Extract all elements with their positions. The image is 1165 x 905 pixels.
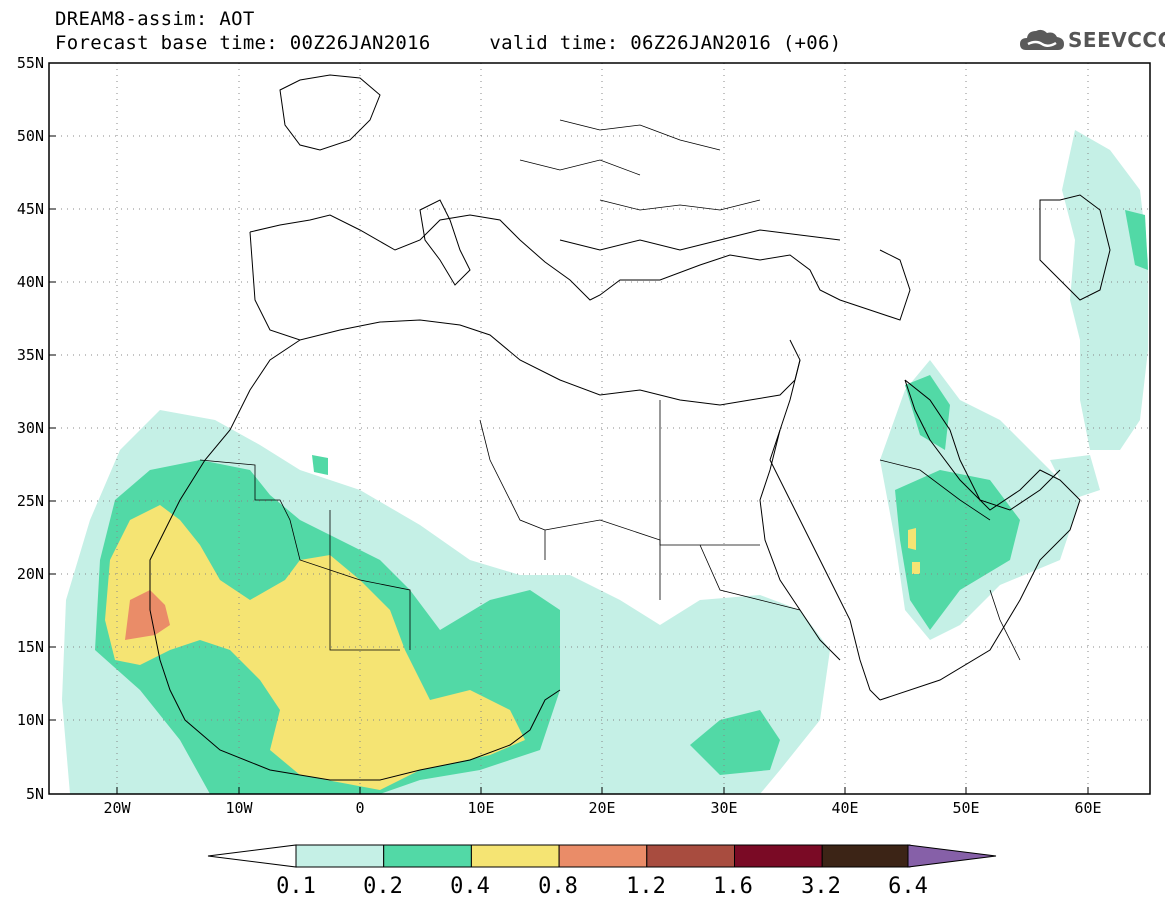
lat-label: 50N bbox=[17, 127, 44, 145]
colorbar-cell bbox=[295, 844, 385, 868]
lat-label: 55N bbox=[17, 54, 44, 72]
colorbar bbox=[207, 844, 997, 868]
tick-marks bbox=[49, 135, 1089, 794]
seevccc-logo: SEEVCCC bbox=[1018, 24, 1165, 56]
colorbar-tick-label: 1.6 bbox=[713, 874, 753, 899]
lon-label: 10E bbox=[467, 799, 494, 817]
colorbar-cell bbox=[558, 844, 648, 868]
colorbar-tick-label: 0.4 bbox=[450, 874, 490, 899]
colorbar-tick-label: 0.8 bbox=[538, 874, 578, 899]
colorbar-tick-label: 1.2 bbox=[626, 874, 666, 899]
colorbar-cells bbox=[295, 844, 911, 868]
colorbar-cell bbox=[383, 844, 472, 868]
lon-label: 60E bbox=[1074, 799, 1101, 817]
lon-labels: 20W 10W 0 10E 20E 30E 40E 50E 60E bbox=[103, 799, 1101, 817]
lat-label: 20N bbox=[17, 565, 44, 583]
lon-label: 40E bbox=[831, 799, 858, 817]
lon-label: 0 bbox=[355, 799, 364, 817]
colorbar-tick-label: 0.2 bbox=[363, 874, 403, 899]
lat-labels: 55N 50N 45N 40N 35N 30N 25N 20N 15N 10N … bbox=[17, 54, 44, 803]
aot-level-0.8 bbox=[125, 590, 170, 640]
lon-label: 30E bbox=[710, 799, 737, 817]
colorbar-cell bbox=[646, 844, 735, 868]
coastlines bbox=[149, 74, 1111, 781]
lat-label: 30N bbox=[17, 419, 44, 437]
lat-label: 40N bbox=[17, 273, 44, 291]
colorbar-tick-label: 3.2 bbox=[801, 874, 841, 899]
colorbar-tick-label: 0.1 bbox=[276, 874, 316, 899]
lon-label: 20E bbox=[588, 799, 615, 817]
country-borders bbox=[199, 119, 1021, 661]
map-title: DREAM8-assim: AOT bbox=[55, 8, 255, 30]
colorbar-high-arrow bbox=[907, 844, 997, 868]
logo-text: SEEVCCC bbox=[1068, 28, 1165, 52]
lat-label: 45N bbox=[17, 200, 44, 218]
colorbar-cell bbox=[470, 844, 560, 868]
colorbar-cell bbox=[821, 844, 911, 868]
lon-label: 20W bbox=[103, 799, 131, 817]
lat-label: 5N bbox=[26, 785, 44, 803]
lon-label: 10W bbox=[225, 799, 253, 817]
colorbar-labels: 0.1 0.2 0.4 0.8 1.2 1.6 3.2 6.4 bbox=[276, 874, 928, 899]
lat-label: 15N bbox=[17, 638, 44, 656]
colorbar-tick-label: 6.4 bbox=[888, 874, 928, 899]
colorbar-low-arrow bbox=[207, 844, 297, 868]
lat-label: 10N bbox=[17, 711, 44, 729]
forecast-times: Forecast base time: 00Z26JAN2016 valid t… bbox=[55, 32, 842, 54]
aot-field bbox=[62, 130, 1148, 794]
lon-label: 50E bbox=[952, 799, 979, 817]
lat-label: 35N bbox=[17, 346, 44, 364]
lat-label: 25N bbox=[17, 492, 44, 510]
aot-level-0.4 bbox=[105, 505, 920, 790]
colorbar-cell bbox=[734, 844, 823, 868]
cloud-logo-icon bbox=[1020, 29, 1064, 50]
